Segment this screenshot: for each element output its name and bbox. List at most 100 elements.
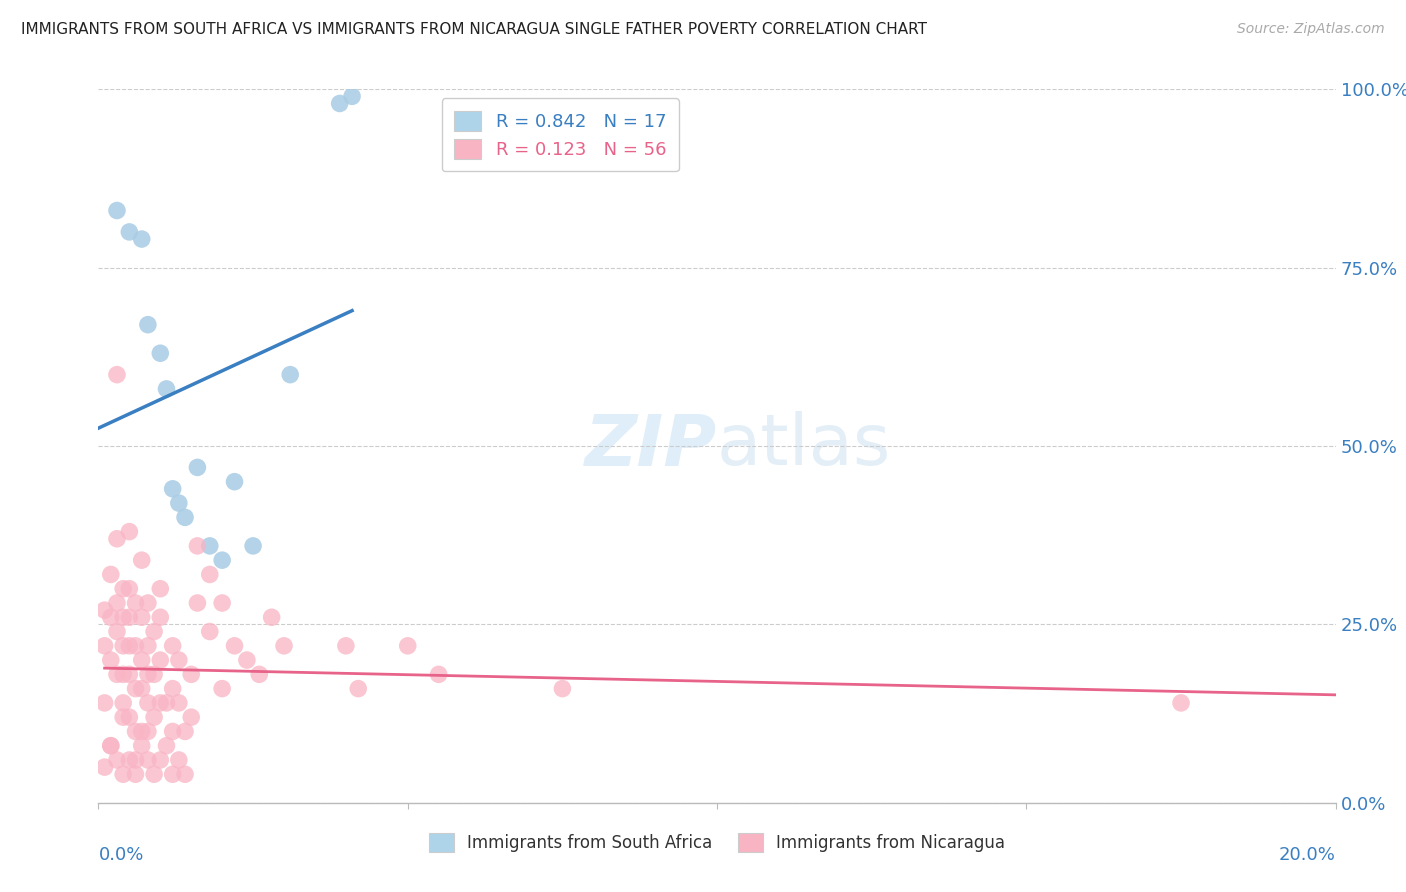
Point <box>124 767 146 781</box>
Point <box>93 760 115 774</box>
Point <box>100 610 122 624</box>
Point <box>149 346 172 360</box>
Point <box>155 382 177 396</box>
Point <box>131 232 153 246</box>
Point <box>162 639 184 653</box>
Point <box>131 739 153 753</box>
Point <box>211 681 233 696</box>
Point <box>149 610 172 624</box>
Point <box>131 553 153 567</box>
Text: IMMIGRANTS FROM SOUTH AFRICA VS IMMIGRANTS FROM NICARAGUA SINGLE FATHER POVERTY : IMMIGRANTS FROM SOUTH AFRICA VS IMMIGRAN… <box>21 22 927 37</box>
Point <box>100 567 122 582</box>
Point <box>340 89 363 103</box>
Point <box>118 753 141 767</box>
Point <box>198 567 221 582</box>
Point <box>105 368 128 382</box>
Point <box>112 710 135 724</box>
Point <box>136 753 159 767</box>
Point <box>112 767 135 781</box>
Point <box>162 681 184 696</box>
Point <box>105 532 128 546</box>
Point <box>155 739 177 753</box>
Point <box>124 639 146 653</box>
Point <box>118 610 141 624</box>
Point <box>124 681 146 696</box>
Point <box>118 225 141 239</box>
Text: 20.0%: 20.0% <box>1279 846 1336 863</box>
Point <box>105 596 128 610</box>
Point <box>155 696 177 710</box>
Point <box>551 681 574 696</box>
Point <box>236 653 259 667</box>
Point <box>211 596 233 610</box>
Point <box>167 753 190 767</box>
Point <box>211 553 233 567</box>
Point <box>224 475 246 489</box>
Point <box>242 539 264 553</box>
Point <box>105 753 128 767</box>
Point <box>149 696 172 710</box>
Point <box>105 667 128 681</box>
Point <box>100 653 122 667</box>
Point <box>118 710 141 724</box>
Point <box>174 510 197 524</box>
Point <box>186 539 208 553</box>
Point <box>143 667 166 681</box>
Point <box>143 710 166 724</box>
Point <box>112 639 135 653</box>
Point <box>247 667 270 681</box>
Point <box>186 596 208 610</box>
Point <box>143 767 166 781</box>
Point <box>174 724 197 739</box>
Point <box>180 710 202 724</box>
Point <box>93 603 115 617</box>
Point <box>124 596 146 610</box>
Point <box>136 667 159 681</box>
Point <box>105 624 128 639</box>
Text: Source: ZipAtlas.com: Source: ZipAtlas.com <box>1237 22 1385 37</box>
Text: ZIP: ZIP <box>585 411 717 481</box>
Point <box>136 318 159 332</box>
Point <box>136 696 159 710</box>
Point <box>347 681 370 696</box>
Point <box>224 639 246 653</box>
Point <box>149 753 172 767</box>
Point <box>186 460 208 475</box>
Point <box>93 696 115 710</box>
Point <box>198 539 221 553</box>
Text: atlas: atlas <box>717 411 891 481</box>
Point <box>93 639 115 653</box>
Point <box>131 610 153 624</box>
Point <box>100 739 122 753</box>
Point <box>118 524 141 539</box>
Point <box>124 753 146 767</box>
Point <box>124 724 146 739</box>
Point <box>112 582 135 596</box>
Point <box>136 596 159 610</box>
Point <box>112 667 135 681</box>
Point <box>131 653 153 667</box>
Point <box>131 681 153 696</box>
Point <box>329 96 352 111</box>
Point <box>273 639 295 653</box>
Point <box>174 767 197 781</box>
Point <box>131 724 153 739</box>
Point <box>118 582 141 596</box>
Point <box>162 767 184 781</box>
Legend: Immigrants from South Africa, Immigrants from Nicaragua: Immigrants from South Africa, Immigrants… <box>422 827 1012 859</box>
Point <box>260 610 283 624</box>
Point <box>162 482 184 496</box>
Point <box>149 653 172 667</box>
Point <box>118 667 141 681</box>
Point <box>335 639 357 653</box>
Point <box>278 368 301 382</box>
Point <box>149 582 172 596</box>
Point <box>198 624 221 639</box>
Text: 0.0%: 0.0% <box>98 846 143 863</box>
Point <box>167 496 190 510</box>
Point <box>112 696 135 710</box>
Point <box>162 724 184 739</box>
Point <box>136 724 159 739</box>
Point <box>143 624 166 639</box>
Point <box>167 696 190 710</box>
